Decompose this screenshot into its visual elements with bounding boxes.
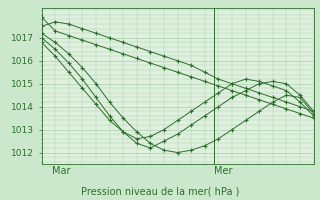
Text: Mar: Mar — [52, 166, 71, 176]
Text: Pression niveau de la mer( hPa ): Pression niveau de la mer( hPa ) — [81, 186, 239, 196]
Text: Mer: Mer — [214, 166, 233, 176]
